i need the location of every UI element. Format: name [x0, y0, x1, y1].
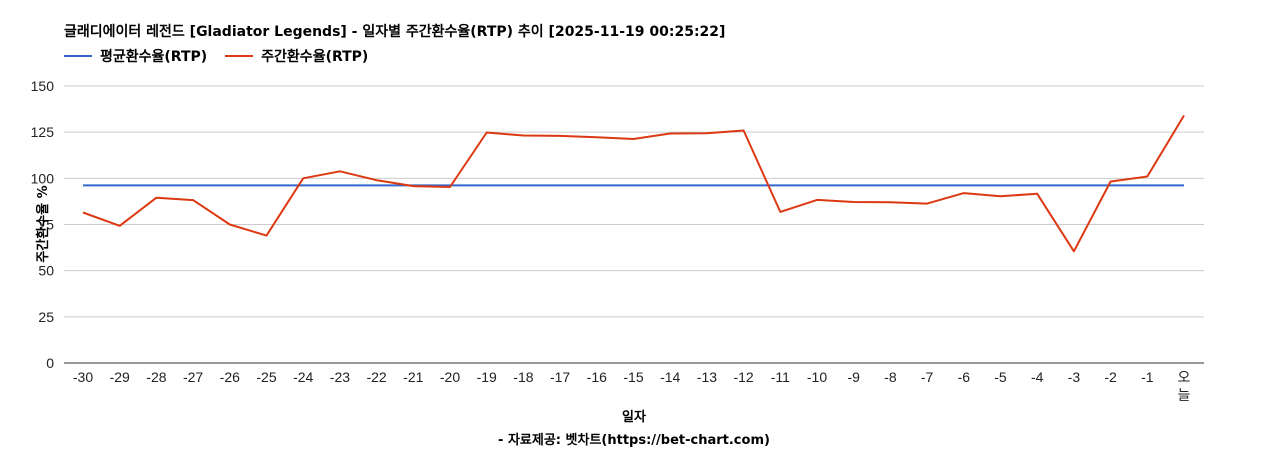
gridlines — [64, 85, 1204, 364]
series-line-weekly — [82, 114, 1185, 253]
x-tick-label: -9 — [847, 369, 860, 385]
source-credit: - 자료제공: 벳차트(https://bet-chart.com) — [498, 433, 770, 448]
y-tick-label: 50 — [38, 263, 54, 279]
x-tick-label: -19 — [477, 369, 497, 385]
x-tick-label: -18 — [513, 369, 533, 385]
x-tick-label: -28 — [146, 369, 166, 385]
x-tick-label: -15 — [623, 369, 643, 385]
series-lines — [82, 114, 1185, 253]
y-axis-label: 주간환수율 % — [35, 185, 51, 262]
legend-swatch-average — [64, 55, 92, 57]
y-tick-label: 100 — [31, 170, 55, 186]
x-tick-label: -26 — [220, 369, 240, 385]
y-tick-label: 75 — [38, 217, 54, 233]
x-tick-label: -10 — [807, 369, 827, 385]
legend-item-weekly[interactable]: 주간환수율(RTP) — [225, 46, 368, 66]
x-tick-label: -16 — [587, 369, 607, 385]
x-tick-label: -13 — [697, 369, 717, 385]
x-tick-label: -24 — [293, 369, 313, 385]
y-tick-label: 0 — [46, 355, 54, 371]
legend: 평균환수율(RTP) 주간환수율(RTP) — [64, 46, 386, 66]
x-tick-label: -8 — [884, 369, 897, 385]
x-tick-label: -29 — [110, 369, 130, 385]
y-tick-label: 25 — [38, 309, 54, 325]
x-axis-label: 일자 — [622, 410, 646, 425]
x-tick-label: -17 — [550, 369, 570, 385]
x-tick-label: -21 — [403, 369, 423, 385]
x-tick-label: -20 — [440, 369, 460, 385]
legend-swatch-weekly — [225, 55, 254, 57]
x-tick-label: -14 — [660, 369, 680, 385]
x-tick-label: -12 — [733, 369, 753, 385]
x-tick-label: -4 — [1031, 369, 1044, 385]
x-tick-label: -6 — [958, 369, 971, 385]
x-tick-label: -11 — [771, 369, 790, 385]
x-tick-label: -23 — [330, 369, 350, 385]
x-tick-label: -3 — [1068, 369, 1081, 385]
x-tick-label: -27 — [183, 369, 203, 385]
y-axis-ticks: 0 25 50 75 100 125 150 — [31, 78, 55, 371]
y-tick-label: 150 — [31, 78, 55, 94]
x-tick-label: -22 — [366, 369, 386, 385]
legend-label-weekly: 주간환수율(RTP) — [261, 49, 369, 65]
x-tick-label: -2 — [1104, 369, 1117, 385]
chart-title: 글래디에이터 레전드 [Gladiator Legends] - 일자별 주간환… — [64, 24, 726, 40]
x-tick-label: -25 — [256, 369, 276, 385]
x-axis-ticks: -30 -29 -28 -27 -26 -25 -24 -23 -22 -21 -20 -19 -18 -… — [73, 369, 1191, 403]
legend-label-average: 평균환수율(RTP) — [100, 49, 208, 65]
x-tick-label: -7 — [921, 369, 934, 385]
x-tick-label: -30 — [73, 369, 93, 385]
legend-item-average[interactable]: 평균환수율(RTP) — [64, 46, 207, 66]
x-tick-label: -5 — [994, 369, 1007, 385]
x-tick-label: -1 — [1141, 369, 1154, 385]
y-tick-label: 125 — [31, 124, 55, 140]
